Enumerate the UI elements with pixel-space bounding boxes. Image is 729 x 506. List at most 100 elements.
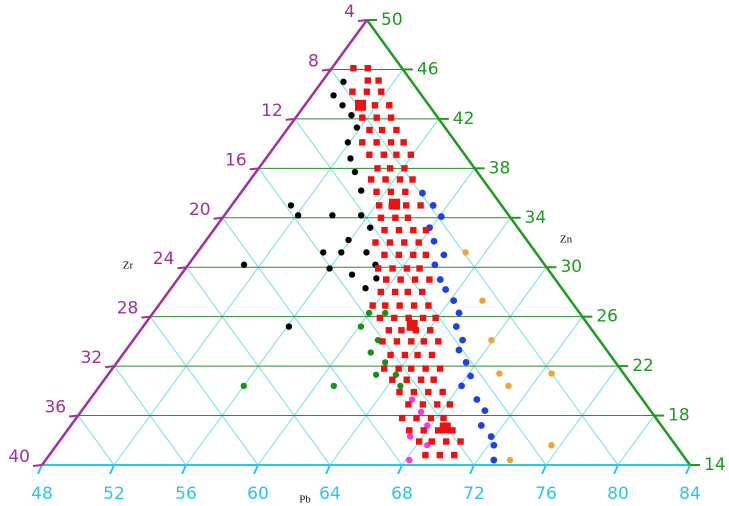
data-point: [389, 376, 396, 383]
data-point: [355, 99, 367, 111]
data-point: [351, 168, 359, 176]
x-tick: [109, 464, 115, 475]
x-tick-label: 64: [319, 484, 341, 504]
data-point: [388, 198, 400, 210]
data-point: [285, 323, 293, 330]
data-point: [401, 239, 408, 246]
data-point: [440, 414, 447, 422]
data-point: [326, 265, 333, 272]
data-point: [392, 214, 399, 221]
data-point: [395, 365, 402, 372]
data-point: [385, 327, 393, 334]
data-point: [378, 88, 385, 95]
z-tick-label: 12: [261, 101, 283, 121]
data-point: [338, 249, 345, 256]
data-point: [455, 346, 463, 354]
grid-line: [222, 217, 403, 466]
data-point: [455, 309, 463, 317]
data-point: [391, 314, 398, 322]
data-point: [411, 276, 419, 283]
data-point: [364, 65, 371, 72]
data-point: [548, 370, 555, 377]
data-point: [405, 401, 412, 408]
x-tick-label: 68: [391, 484, 413, 504]
data-point: [380, 151, 387, 158]
x-tick: [469, 464, 475, 475]
z-tick: [285, 117, 295, 121]
data-point: [459, 336, 466, 344]
z-tick: [141, 315, 151, 319]
data-point: [240, 261, 248, 268]
data-point: [377, 214, 385, 221]
z-tick-label: 24: [153, 249, 175, 269]
x-tick-label: 52: [103, 484, 125, 504]
data-point: [405, 314, 412, 322]
data-point: [428, 438, 435, 445]
data-point: [417, 202, 424, 209]
x-tick: [613, 464, 619, 475]
y-tick-label: 26: [596, 307, 618, 327]
data-point: [387, 188, 395, 196]
data-point: [386, 239, 394, 246]
data-point: [403, 265, 411, 272]
data-point: [477, 422, 485, 429]
data-point: [434, 427, 442, 434]
z-tick: [321, 68, 331, 72]
data-point: [442, 438, 450, 445]
data-point: [406, 427, 413, 434]
data-point: [363, 249, 370, 256]
axis-line: [40, 19, 369, 466]
data-point: [344, 139, 352, 146]
data-point: [417, 376, 425, 383]
data-point: [379, 338, 386, 345]
data-point: [473, 396, 481, 403]
data-point: [396, 388, 403, 396]
data-point: [422, 451, 429, 459]
data-point: [353, 124, 361, 131]
z-tick-label: 28: [117, 299, 139, 319]
data-point: [452, 323, 460, 330]
data-point: [419, 401, 427, 408]
data-point: [425, 302, 432, 309]
data-point: [382, 302, 389, 309]
grid-line: [617, 415, 655, 466]
z-tick: [69, 414, 79, 418]
data-point: [406, 456, 413, 464]
data-point: [427, 327, 434, 334]
data-point: [414, 351, 421, 359]
data-point: [359, 139, 366, 146]
data-point: [372, 371, 380, 378]
data-point: [422, 226, 430, 234]
data-point: [410, 388, 418, 396]
data-point: [404, 214, 412, 221]
data-point: [376, 314, 384, 322]
data-point: [410, 226, 417, 234]
data-point: [397, 276, 404, 283]
data-point: [425, 388, 432, 396]
data-point: [417, 408, 425, 416]
data-point: [367, 349, 374, 356]
data-point: [330, 92, 337, 99]
data-point: [397, 382, 404, 390]
data-point: [294, 212, 302, 219]
data-point: [496, 370, 503, 377]
data-point: [403, 376, 410, 383]
grid-line: [149, 316, 259, 466]
data-point: [396, 302, 403, 309]
data-point: [383, 276, 390, 283]
x-tick-label: 76: [535, 484, 557, 504]
data-point: [430, 237, 438, 245]
data-point: [402, 202, 410, 209]
data-point: [387, 139, 395, 146]
data-point: [410, 302, 418, 309]
data-point: [357, 212, 365, 219]
data-point: [426, 276, 433, 283]
data-point: [422, 365, 429, 372]
data-point: [373, 275, 380, 282]
data-point: [398, 327, 405, 334]
data-point: [446, 401, 454, 408]
data-point: [340, 78, 347, 86]
z-tick: [177, 266, 187, 270]
x-tick: [253, 464, 259, 475]
data-point: [375, 202, 383, 209]
